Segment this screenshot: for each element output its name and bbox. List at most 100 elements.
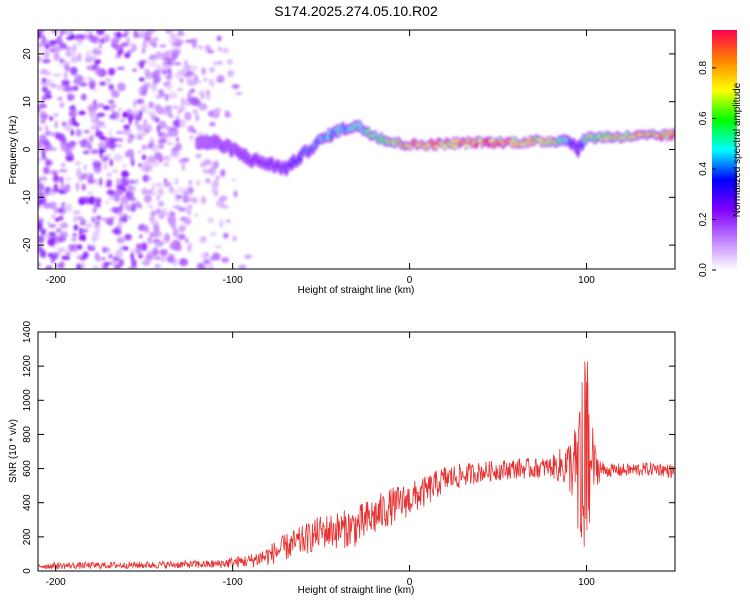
noise-blob — [138, 110, 143, 117]
noise-blob — [119, 118, 126, 123]
noise-blob — [76, 254, 81, 260]
noise-blob — [96, 112, 106, 117]
noise-blob — [104, 77, 112, 83]
noise-blob — [76, 38, 83, 47]
noise-blob — [186, 206, 192, 216]
noise-blob — [42, 113, 49, 120]
noise-blob — [118, 218, 126, 222]
noise-blob — [124, 52, 131, 59]
noise-blob — [121, 42, 130, 47]
noise-blob — [194, 212, 199, 218]
noise-blob — [61, 255, 71, 260]
noise-blob — [226, 59, 234, 65]
noise-blob — [223, 232, 229, 239]
noise-blob — [244, 254, 253, 260]
snr-series-line — [38, 361, 675, 571]
noise-blob — [121, 33, 128, 38]
noise-blob — [109, 114, 114, 120]
x-tick-label: -200 — [46, 275, 66, 286]
noise-blob — [69, 47, 75, 52]
noise-blob — [127, 137, 133, 144]
colorbar-tick-label: 0.6 — [698, 111, 709, 125]
noise-blob — [132, 68, 137, 72]
spectrogram-x-axis: -200 -100 0 100 — [46, 30, 595, 286]
colorbar-tick-label: 0.8 — [698, 61, 709, 75]
noise-blob — [66, 121, 71, 126]
noise-blob — [147, 236, 153, 245]
noise-blob — [49, 169, 59, 175]
noise-blob — [63, 71, 68, 80]
noise-blob — [103, 264, 108, 269]
noise-blob — [124, 215, 132, 219]
noise-blob — [137, 149, 142, 155]
noise-blob — [52, 45, 62, 52]
noise-blob — [137, 87, 143, 94]
noise-blob — [68, 244, 75, 252]
noise-blob — [156, 94, 160, 98]
x-tick-label: 100 — [578, 577, 595, 588]
noise-blob — [44, 44, 50, 50]
noise-blob — [108, 67, 116, 76]
noise-blob — [188, 179, 193, 186]
noise-blob — [56, 84, 65, 91]
noise-blob — [42, 166, 50, 175]
noise-blob — [43, 143, 53, 151]
noise-blob — [38, 262, 41, 268]
noise-blob — [38, 48, 44, 52]
noise-blob — [159, 249, 168, 254]
noise-blob — [156, 195, 161, 201]
noise-blob — [102, 246, 111, 253]
noise-blob — [94, 68, 104, 76]
noise-blob — [135, 247, 142, 256]
noise-blob — [235, 92, 243, 96]
noise-blob — [123, 127, 132, 136]
noise-blob — [119, 202, 124, 212]
noise-blob — [164, 63, 168, 72]
noise-blob — [213, 61, 217, 66]
noise-blob — [60, 162, 66, 168]
noise-blob — [211, 252, 221, 261]
noise-blob — [74, 209, 81, 215]
noise-blob — [150, 30, 158, 33]
noise-blob — [204, 261, 210, 265]
noise-blob — [39, 118, 46, 123]
noise-blob — [53, 208, 60, 214]
noise-blob — [38, 200, 42, 207]
noise-blob — [170, 222, 177, 229]
noise-blob — [53, 251, 62, 256]
noise-blob — [195, 113, 200, 122]
noise-blob — [47, 190, 56, 196]
noise-blob — [47, 237, 55, 247]
noise-blob — [153, 225, 160, 235]
noise-blob — [219, 195, 228, 202]
noise-blob — [88, 110, 97, 118]
noise-blob — [217, 47, 222, 51]
noise-blob — [174, 243, 182, 252]
noise-blob — [169, 30, 173, 36]
noise-blob — [167, 132, 175, 137]
noise-blob — [65, 52, 73, 57]
noise-blob — [138, 30, 145, 39]
noise-blob — [160, 134, 168, 140]
noise-blob — [78, 82, 88, 87]
noise-blob — [48, 43, 57, 47]
noise-blob — [90, 134, 94, 143]
noise-blob — [141, 47, 146, 54]
noise-blob — [151, 192, 157, 196]
noise-blob — [125, 37, 131, 43]
noise-blob — [96, 199, 101, 206]
noise-blob — [63, 139, 68, 147]
noise-blob — [44, 159, 53, 167]
noise-blob — [163, 181, 172, 188]
noise-blob — [73, 224, 79, 231]
noise-blob — [102, 34, 110, 43]
noise-blob — [90, 216, 97, 224]
noise-blob — [148, 101, 155, 109]
noise-blob — [120, 178, 126, 182]
noise-blob — [154, 264, 162, 269]
noise-blob — [173, 257, 178, 267]
noise-blob — [103, 262, 111, 266]
noise-blob — [110, 90, 120, 98]
noise-blob — [99, 81, 107, 86]
noise-blob — [114, 189, 124, 196]
